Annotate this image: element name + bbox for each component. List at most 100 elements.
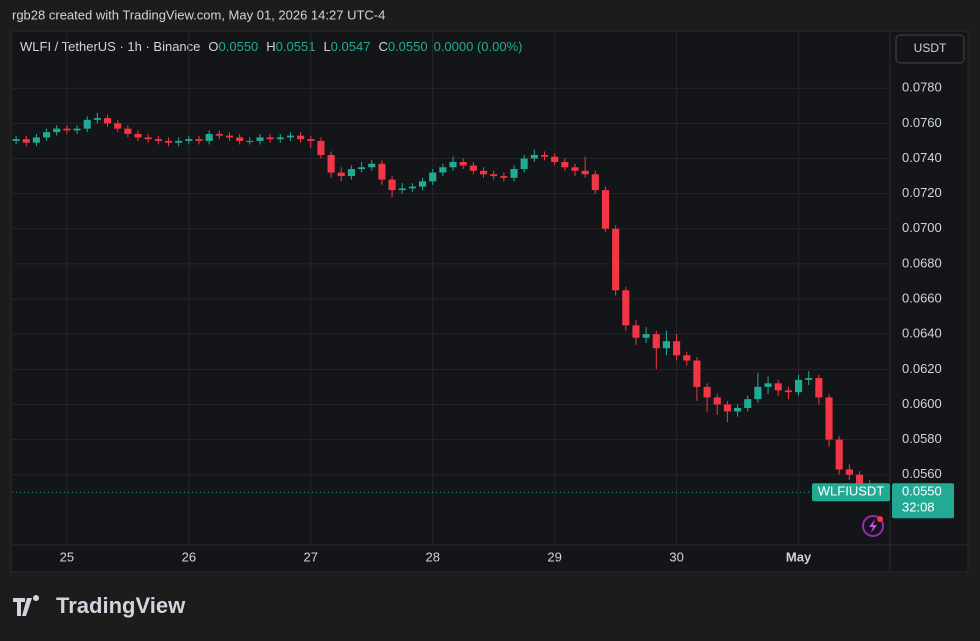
y-tick-label: 0.0640 — [902, 326, 942, 341]
x-tick-label: 30 — [669, 549, 683, 564]
x-tick-label: 25 — [60, 549, 74, 564]
candle-body — [469, 165, 477, 171]
candle-body — [713, 397, 721, 405]
candle-body — [246, 140, 254, 142]
candle-body — [723, 404, 731, 412]
candle-body — [591, 174, 599, 191]
candle-body — [32, 137, 40, 143]
candle-body — [418, 181, 427, 187]
candle-body — [225, 135, 234, 138]
candle-body — [551, 156, 559, 163]
candle-body — [835, 439, 843, 470]
y-tick-label: 0.0620 — [902, 361, 942, 376]
candle-body — [307, 139, 315, 141]
candle-body — [561, 162, 569, 168]
legend-item: 0.0550 — [219, 39, 259, 54]
alert-dot — [877, 516, 883, 522]
currency-button[interactable] — [895, 34, 965, 64]
candle-body — [530, 154, 538, 159]
candle-body — [622, 290, 630, 326]
candle-body — [43, 132, 51, 138]
candle-body — [581, 170, 589, 175]
candle-body — [93, 118, 101, 120]
candle-body — [164, 140, 173, 143]
logo-mark — [13, 595, 39, 616]
plot: 0.0560 0.0580 0.0600 0.0620 0.0640 0.0660 0.06… — [12, 32, 968, 572]
currency-label: USDT — [914, 41, 947, 55]
y-tick-label: 0.0680 — [902, 255, 942, 270]
candle-body — [693, 360, 701, 387]
candle-body — [601, 190, 610, 229]
x-tick-label: 29 — [547, 549, 561, 564]
candle-body — [855, 474, 864, 484]
candle-body — [276, 137, 284, 140]
candle-body — [683, 355, 691, 361]
alert-icon[interactable] — [862, 515, 884, 537]
y-tick-label: 0.0740 — [902, 150, 942, 165]
candle-body — [388, 179, 396, 191]
symbol-tag — [812, 483, 890, 502]
legend-item: WLFI / TetherUS · 1h · Binance — [20, 39, 200, 54]
y-tick-label: 0.0720 — [902, 185, 942, 200]
candle-body — [449, 162, 457, 168]
candle-body — [297, 135, 305, 140]
legend-item: H — [266, 39, 275, 54]
candle-body — [794, 379, 803, 393]
y-tick-label: 0.0760 — [902, 115, 942, 130]
candle-body — [317, 140, 325, 155]
alert-bolt — [869, 519, 877, 533]
candle-body — [490, 174, 498, 177]
candle-body — [347, 169, 355, 177]
x-tick-label: 28 — [425, 549, 439, 564]
x-tick-label: May — [786, 549, 812, 564]
candle-body — [612, 228, 620, 291]
legend-item: O — [208, 39, 218, 54]
candle-body — [368, 163, 376, 168]
candle-body — [642, 334, 650, 338]
candle-body — [500, 176, 508, 178]
candle-body — [236, 137, 244, 141]
candle-body — [83, 119, 91, 129]
legend-item: 0.0000 (0.00%) — [434, 39, 523, 54]
candle-body — [652, 334, 660, 349]
price-tag — [892, 483, 954, 519]
legend-item: L — [323, 39, 330, 54]
candle-body — [22, 139, 30, 143]
legend-text: WLFI / TetherUS · 1h · Binance O0.0550 H0.… — [20, 39, 523, 54]
candle-body — [63, 128, 71, 131]
candle-body — [754, 386, 762, 400]
symbol-tag-text: WLFIUSDT — [818, 484, 885, 499]
legend-item: 0.0550 — [388, 39, 428, 54]
candle-body — [662, 341, 670, 349]
caption: rgb28 created with TradingView.com, May … — [12, 7, 385, 22]
y-tick-label: 0.0560 — [902, 466, 942, 481]
y-tick-label: 0.0660 — [902, 290, 942, 305]
candle-body — [327, 154, 335, 173]
candle-body — [256, 137, 264, 141]
candle-body — [154, 139, 162, 141]
candle-body — [540, 154, 549, 157]
candle-body — [266, 137, 274, 140]
candle-body — [337, 172, 345, 177]
candle-body — [429, 172, 437, 182]
candle-body — [520, 158, 528, 170]
candle-body — [195, 139, 203, 141]
candle-body — [703, 386, 711, 398]
candle-body — [134, 133, 142, 138]
candle-body — [571, 167, 579, 171]
candle-body — [632, 325, 640, 338]
candle-body — [845, 469, 853, 475]
candle-body — [825, 397, 833, 440]
candle-body — [53, 128, 61, 133]
legend-item: 0.0551 — [276, 39, 316, 54]
candle-body — [784, 390, 792, 393]
candle-body — [805, 378, 813, 380]
candle-body — [479, 170, 488, 175]
candle-body — [205, 133, 213, 141]
candle-body — [439, 167, 447, 173]
candle-body — [774, 383, 782, 391]
logo-text: TradingView — [56, 593, 186, 618]
candle-body — [358, 167, 366, 170]
logo: TradingView — [13, 593, 186, 618]
